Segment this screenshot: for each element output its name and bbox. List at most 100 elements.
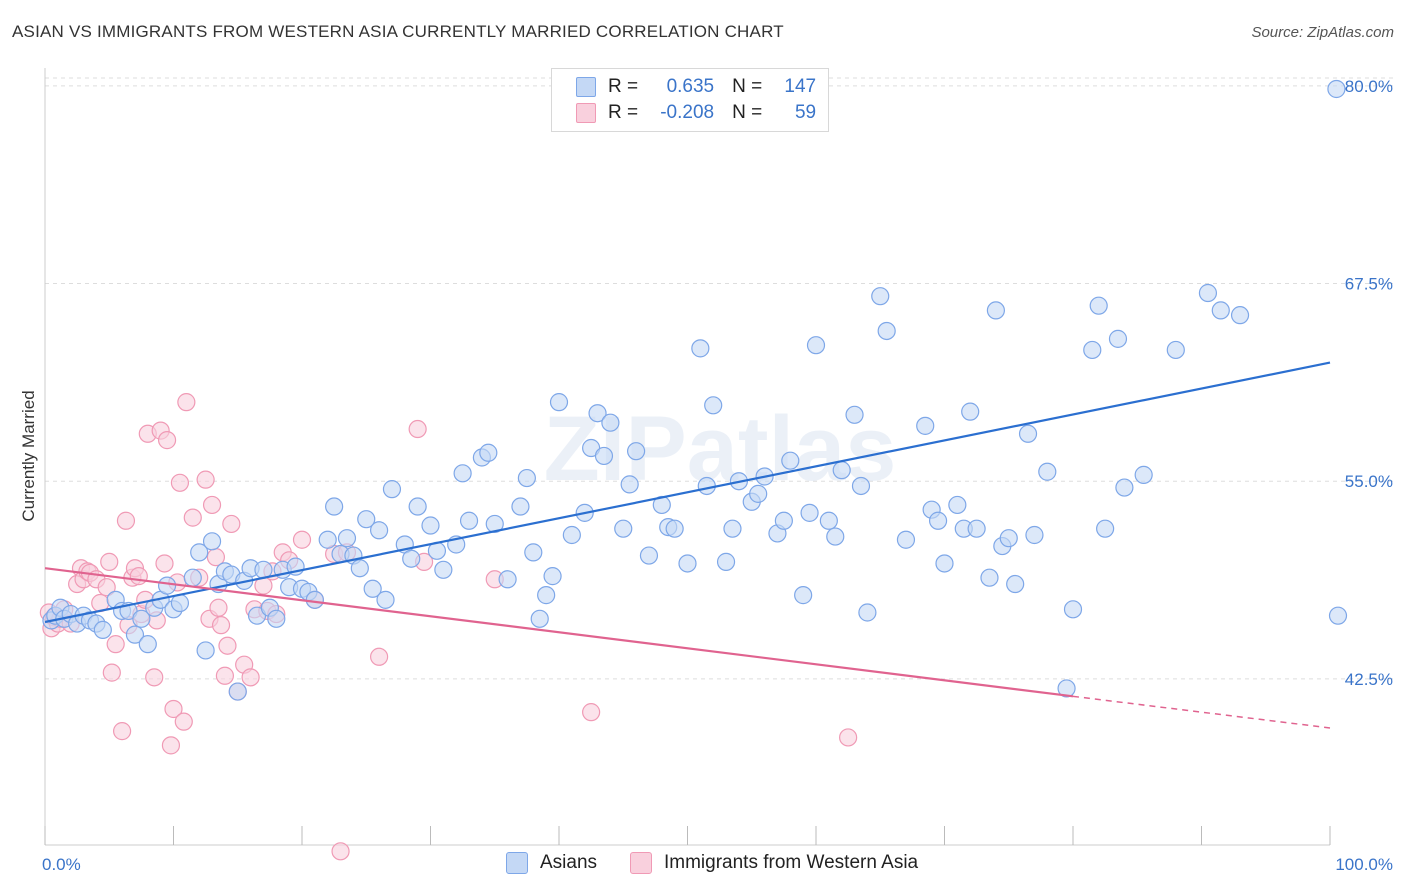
point-asians bbox=[1108, 329, 1128, 348]
legend-r-value: 0.635 bbox=[666, 76, 715, 97]
point-asians bbox=[851, 476, 871, 496]
point-asians bbox=[543, 567, 562, 586]
point-asians bbox=[93, 620, 112, 639]
point-asians bbox=[202, 532, 222, 551]
point-asians bbox=[1063, 600, 1083, 619]
axes bbox=[44, 68, 1331, 846]
point-asians bbox=[601, 413, 620, 432]
legend-swatch-immigrants bbox=[630, 852, 652, 874]
point-immigrants bbox=[106, 635, 125, 654]
point-asians bbox=[877, 321, 896, 341]
point-asians bbox=[845, 405, 864, 424]
point-asians bbox=[967, 519, 986, 538]
point-asians bbox=[549, 393, 569, 412]
legend-swatch-immigrants bbox=[576, 103, 596, 123]
point-asians bbox=[325, 497, 344, 516]
series-asians bbox=[42, 79, 1348, 701]
point-asians bbox=[370, 521, 389, 540]
point-immigrants bbox=[370, 647, 389, 666]
point-asians bbox=[826, 527, 845, 546]
legend-swatch-asians bbox=[576, 77, 596, 97]
point-asians bbox=[961, 402, 980, 421]
point-asians bbox=[530, 609, 549, 628]
point-immigrants bbox=[174, 712, 193, 731]
point-immigrants bbox=[241, 668, 260, 687]
legend-row-asians: R = 0.635 N = 147 bbox=[576, 75, 816, 99]
point-asians bbox=[704, 396, 723, 415]
trend-line-asians bbox=[44, 361, 1331, 624]
trend-line-immigrants bbox=[44, 567, 1074, 698]
point-asians bbox=[871, 287, 890, 306]
point-asians bbox=[794, 586, 813, 605]
point-asians bbox=[132, 609, 151, 628]
point-asians bbox=[749, 484, 768, 503]
chart-source: Source: ZipAtlas.com bbox=[1251, 24, 1394, 41]
tick-labels: 42.5% 55.0% 67.5% 80.0% 0.0% 100.0% bbox=[42, 77, 1393, 874]
point-immigrants bbox=[129, 567, 148, 586]
correlation-legend: R = 0.635 N = 147 R = -0.208 N = 59 bbox=[551, 68, 829, 132]
point-asians bbox=[614, 519, 633, 538]
legend-n-label: N = bbox=[732, 76, 763, 97]
legend-item-asians[interactable]: Asians bbox=[506, 852, 597, 874]
point-asians bbox=[858, 603, 877, 622]
point-asians bbox=[999, 529, 1018, 548]
point-asians bbox=[1089, 296, 1108, 315]
point-asians bbox=[1018, 424, 1038, 443]
point-asians bbox=[723, 519, 742, 538]
point-asians bbox=[774, 511, 793, 530]
point-immigrants bbox=[202, 495, 222, 515]
point-asians bbox=[1057, 679, 1076, 698]
point-asians bbox=[1327, 79, 1346, 99]
point-immigrants bbox=[183, 508, 202, 527]
trend-lines bbox=[44, 361, 1331, 729]
point-immigrants bbox=[161, 736, 181, 755]
point-asians bbox=[986, 301, 1006, 320]
point-immigrants bbox=[100, 552, 119, 571]
legend-n-label: N = bbox=[732, 102, 763, 123]
point-immigrants bbox=[218, 636, 237, 655]
legend-item-immigrants[interactable]: Immigrants from Western Asia bbox=[630, 852, 918, 874]
point-asians bbox=[350, 559, 369, 578]
point-immigrants bbox=[211, 616, 231, 635]
legend-row-immigrants: R = -0.208 N = 59 bbox=[576, 101, 816, 125]
point-asians bbox=[376, 590, 395, 609]
point-asians bbox=[408, 497, 427, 516]
y-tick-label: 55.0% bbox=[1345, 472, 1393, 491]
point-asians bbox=[318, 530, 337, 549]
point-asians bbox=[697, 476, 716, 496]
point-asians bbox=[916, 416, 935, 435]
point-asians bbox=[948, 495, 967, 515]
point-asians bbox=[363, 579, 382, 598]
point-asians bbox=[1038, 462, 1057, 481]
point-asians bbox=[626, 442, 646, 461]
point-asians bbox=[228, 682, 247, 701]
point-asians bbox=[1025, 525, 1044, 545]
point-immigrants bbox=[145, 668, 164, 687]
point-asians bbox=[517, 468, 536, 488]
point-immigrants bbox=[155, 554, 174, 573]
point-immigrants bbox=[839, 728, 858, 747]
point-asians bbox=[1006, 574, 1025, 594]
point-asians bbox=[562, 525, 581, 545]
point-asians bbox=[479, 443, 498, 462]
legend-n-value: 59 bbox=[794, 102, 817, 123]
legend-label-immigrants: Immigrants from Western Asia bbox=[664, 852, 919, 873]
point-asians bbox=[434, 560, 453, 579]
y-tick-label: 80.0% bbox=[1345, 77, 1393, 96]
point-asians bbox=[524, 543, 543, 562]
point-immigrants bbox=[97, 578, 116, 597]
point-asians bbox=[781, 451, 800, 470]
point-asians bbox=[620, 475, 639, 494]
point-immigrants bbox=[215, 666, 234, 685]
point-asians bbox=[498, 570, 517, 589]
point-asians bbox=[1096, 519, 1115, 538]
point-immigrants bbox=[222, 514, 241, 534]
point-asians bbox=[453, 464, 472, 483]
point-asians bbox=[594, 446, 614, 466]
point-asians bbox=[678, 554, 697, 573]
point-asians bbox=[819, 511, 838, 530]
point-asians bbox=[337, 529, 357, 548]
point-immigrants bbox=[116, 511, 136, 530]
point-asians bbox=[800, 503, 819, 522]
